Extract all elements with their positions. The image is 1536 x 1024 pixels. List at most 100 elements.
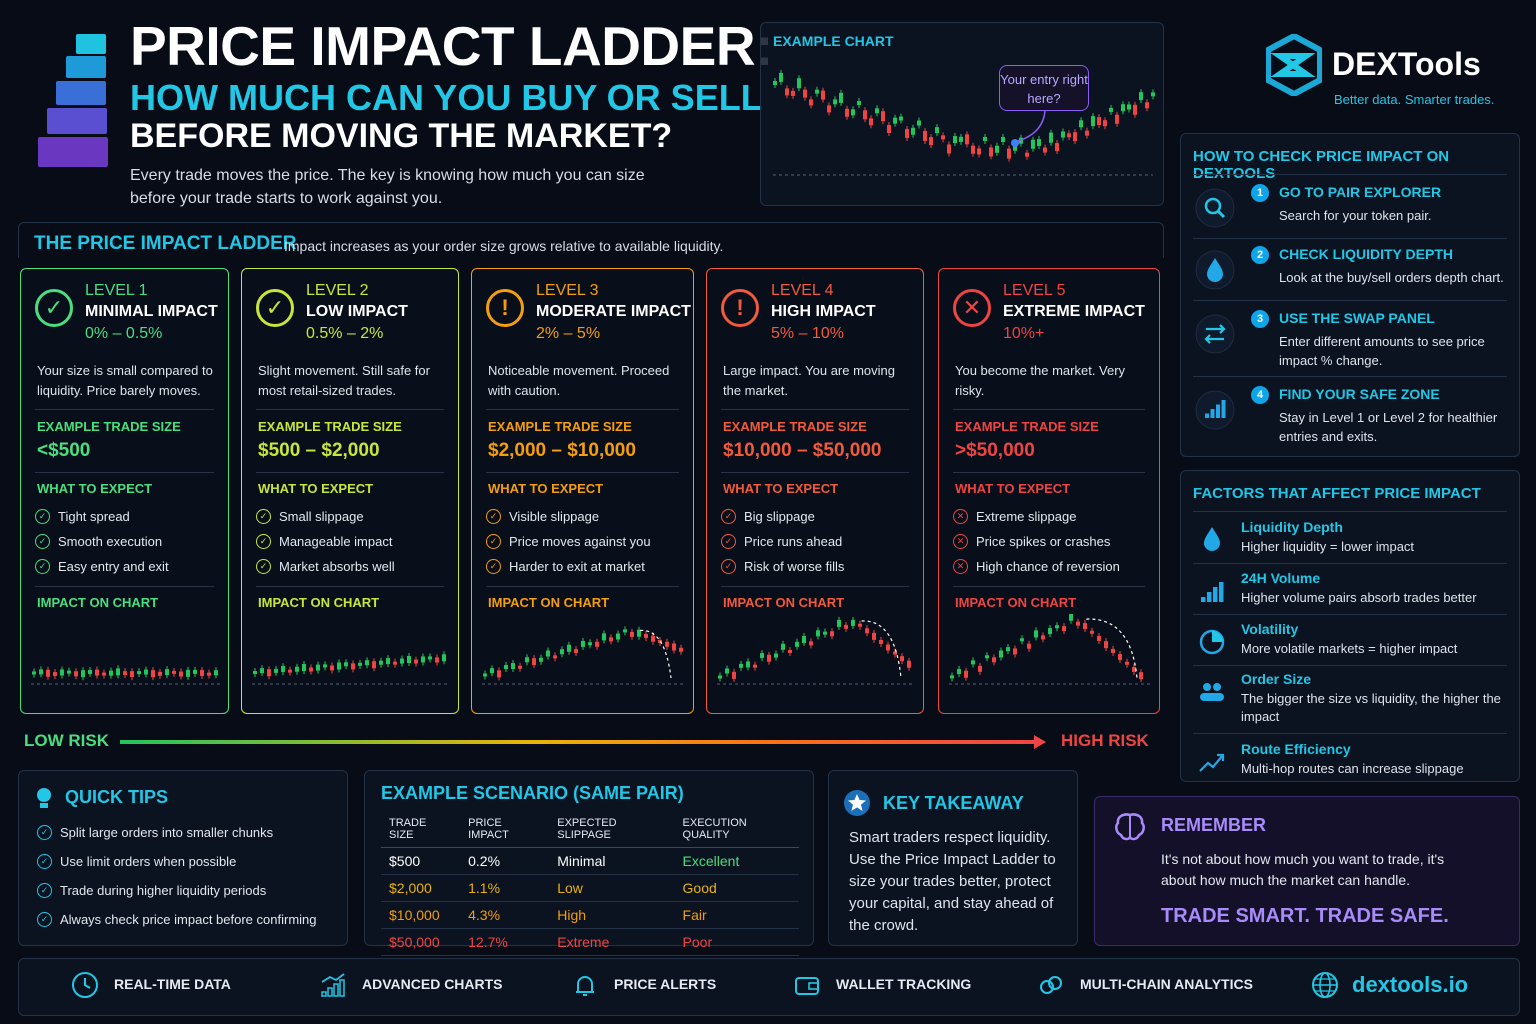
- candle: [746, 661, 750, 668]
- candle: [845, 108, 849, 117]
- expect-item: ✓ Price moves against you: [486, 529, 651, 554]
- table-cell-quality: Fair: [674, 901, 799, 929]
- expect-text: Price spikes or crashes: [976, 534, 1111, 549]
- check-icon: ✓: [721, 534, 736, 549]
- divider: [1193, 238, 1507, 239]
- candle: [779, 72, 783, 82]
- candle: [1083, 623, 1087, 630]
- check-icon: ✓: [486, 509, 501, 524]
- impact-mini-chart: [949, 614, 1151, 685]
- chart-label: IMPACT ON CHART: [488, 595, 610, 610]
- candle: [773, 81, 777, 85]
- divider: [486, 586, 679, 587]
- candle: [1090, 630, 1094, 634]
- candle: [442, 654, 446, 662]
- expect-text: Risk of worse fills: [744, 559, 845, 574]
- candle: [950, 675, 954, 679]
- expect-text: Easy entry and exit: [58, 559, 169, 574]
- level-number: LEVEL 5: [1003, 282, 1066, 299]
- expect-item: ✓ Small slippage: [256, 504, 395, 529]
- level-name: LOW IMPACT: [306, 303, 408, 320]
- ladder-panel: [18, 222, 1164, 258]
- impact-mini-chart: [482, 626, 685, 685]
- low-risk-label: LOW RISK: [24, 731, 109, 750]
- candle: [907, 660, 911, 668]
- quick-tips-panel: QUICK TIPS ✓ Split large orders into smal…: [18, 770, 348, 946]
- candle: [581, 640, 585, 647]
- expect-text: Big slippage: [744, 509, 815, 524]
- factor-item: Route Efficiency Multi-hop routes can inc…: [1181, 739, 1519, 789]
- expect-text: Harder to exit at market: [509, 559, 645, 574]
- level-number: LEVEL 1: [85, 282, 148, 299]
- risk-arrow-icon: [1034, 735, 1046, 749]
- candle: [911, 127, 915, 135]
- candle: [857, 101, 861, 106]
- table-header: PRICE IMPACT: [460, 811, 550, 848]
- chart-icon: [321, 973, 345, 997]
- candle: [1020, 638, 1024, 642]
- divider: [721, 409, 909, 410]
- expect-text: Market absorbs well: [279, 559, 395, 574]
- table-row: $500 0.2% Minimal Excellent: [381, 847, 799, 875]
- candle: [1091, 116, 1095, 127]
- pie-chart-icon: [1199, 629, 1225, 655]
- factor-title: Volatility: [1241, 621, 1299, 637]
- step-number: 1: [1251, 184, 1269, 202]
- table-cell-size: $50,000: [381, 928, 461, 956]
- step-desc: Enter different amounts to see price imp…: [1279, 334, 1485, 368]
- tip-text: Always check price impact before confirm…: [60, 912, 317, 927]
- candle: [816, 630, 820, 637]
- candle: [1034, 630, 1038, 638]
- divider: [256, 586, 444, 587]
- bar-chart-icon: [1201, 582, 1224, 602]
- divider: [1193, 665, 1507, 666]
- expect-text: Price moves against you: [509, 534, 651, 549]
- candle: [560, 649, 564, 655]
- site-link[interactable]: dextools.io: [1352, 972, 1469, 997]
- candle: [88, 670, 92, 675]
- factor-desc: Higher volume pairs absorb trades better: [1241, 590, 1477, 605]
- candle: [102, 672, 106, 676]
- candle: [791, 90, 795, 96]
- expect-list: ✓ Big slippage ✓ Price runs ahead ✓ Risk of w…: [721, 504, 844, 579]
- table-cell-quality: Poor: [674, 928, 799, 956]
- divider: [953, 472, 1145, 473]
- tip-item: ✓ Use limit orders when possible: [37, 847, 317, 876]
- candle: [803, 89, 807, 98]
- candle: [839, 92, 843, 103]
- divider: [1193, 300, 1507, 301]
- expect-item: ✓ Visible slippage: [486, 504, 651, 529]
- expect-text: Manageable impact: [279, 534, 393, 549]
- level-name: EXTREME IMPACT: [1003, 303, 1145, 320]
- candle: [1145, 102, 1149, 109]
- candle: [172, 670, 176, 674]
- expect-item: ✓ Big slippage: [721, 504, 844, 529]
- step-desc: Look at the buy/sell orders depth chart.: [1279, 270, 1504, 285]
- candle: [872, 632, 876, 640]
- check-icon: ✓: [37, 912, 52, 927]
- level-card-2: ✓ LEVEL 2 LOW IMPACT 0.5% – 2% Slight moveme…: [241, 268, 459, 714]
- divider: [1193, 376, 1507, 377]
- check-icon: ✓: [721, 509, 736, 524]
- check-icon: ✓: [256, 559, 271, 574]
- level-range: 10%+: [1003, 325, 1045, 342]
- check-icon: ✓: [37, 854, 52, 869]
- candle: [1125, 661, 1129, 665]
- expect-item: ✓ Harder to exit at market: [486, 554, 651, 579]
- candle: [1062, 626, 1066, 632]
- tip-item: ✓ Trade during higher liquidity periods: [37, 876, 317, 905]
- divider: [486, 409, 679, 410]
- candle: [718, 675, 722, 679]
- candle: [407, 656, 411, 664]
- page-subtitle: HOW MUCH CAN YOU BUY OR SELL: [130, 77, 763, 118]
- candle: [1041, 635, 1045, 640]
- footer-feature: ADVANCED CHARTS: [362, 976, 503, 992]
- candle: [1013, 648, 1017, 655]
- table-header: EXPECTED SLIPPAGE: [549, 811, 675, 848]
- check-icon: ✓: [486, 534, 501, 549]
- candle: [964, 670, 968, 678]
- table-cell-quality: Excellent: [674, 847, 799, 875]
- expect-item: ✓ Risk of worse fills: [721, 554, 844, 579]
- candle: [330, 665, 334, 671]
- candle: [739, 663, 743, 668]
